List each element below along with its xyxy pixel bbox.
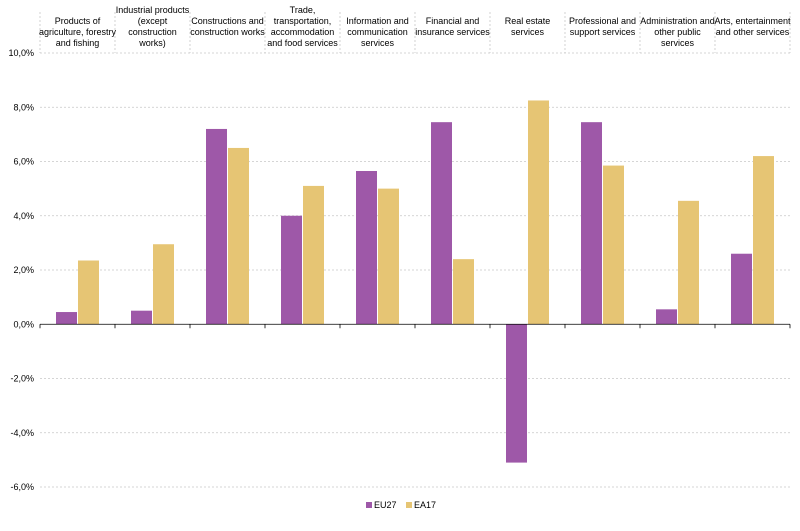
category-label-line: Financial and [426,16,480,26]
category-label-line: support services [570,27,636,37]
y-tick-label: 10,0% [8,48,34,58]
bar-ea17 [153,244,174,325]
category-label-line: Information and [346,16,409,26]
bar-ea17 [453,259,474,325]
category-label: Constructions and construction works [190,16,265,37]
legend: EU27 EA17 [366,500,436,510]
category-label-line: Products of [55,16,101,26]
bar-eu27 [431,122,452,325]
gridlines [39,12,791,488]
category-label-line: works) [138,38,166,48]
bar-ea17 [228,147,249,325]
category-label: Financial and insurance services [415,16,490,37]
bar-ea17 [603,165,624,325]
bar-eu27 [581,122,602,325]
category-label-line: construction works [190,27,265,37]
category-label: Industrial products (except construction wo… [116,5,190,48]
bar-ea17 [753,156,774,325]
y-tick-label: -4,0% [10,428,34,438]
category-label-line: services [661,38,695,48]
bar-ea17 [678,200,699,325]
y-tick-label: 0,0% [13,319,34,329]
category-label: Trade, transportation, accommodation and fo… [267,5,338,48]
category-label-line: Professional and [569,16,636,26]
category-label-line: services [361,38,395,48]
y-tick-label: 6,0% [13,157,34,167]
category-label-line: Arts, entertainment [714,16,791,26]
category-label-line: services [511,27,545,37]
legend-swatch-ea17 [406,502,412,508]
category-label-line: other public [654,27,701,37]
axes [39,323,791,329]
bar-eu27 [281,215,302,325]
bar-eu27 [56,312,77,325]
category-label-line: Administration and [640,16,715,26]
category-label: Information and communication services [346,16,409,48]
y-tick-label: -2,0% [10,374,34,384]
bar-eu27 [506,324,527,463]
bar-eu27 [656,309,677,325]
legend-swatch-eu27 [366,502,372,508]
category-labels: Products of agriculture, forestry and fish… [39,5,791,48]
category-label-line: Real estate [505,16,551,26]
bar-eu27 [731,253,752,325]
bar-ea17 [378,188,399,325]
category-label-line: transportation, [274,16,332,26]
y-tick-label: 2,0% [13,265,34,275]
bar-eu27 [131,310,152,325]
category-label-line: (except [138,16,168,26]
category-label-line: Trade, [290,5,316,15]
bar-ea17 [528,100,549,325]
category-label: Products of agriculture, forestry and fish… [39,16,117,48]
y-tick-label: 8,0% [13,102,34,112]
category-label-line: agriculture, forestry [39,27,117,37]
category-label-line: Constructions and [191,16,264,26]
bar-ea17 [78,260,99,325]
category-label-line: and food services [267,38,338,48]
category-label-line: construction [128,27,177,37]
category-label: Arts, entertainment and other services [714,16,791,37]
legend-label-eu27: EU27 [374,500,397,510]
category-label-line: Industrial products [116,5,190,15]
category-label: Administration and other public services [640,16,715,48]
bar-ea17 [303,185,324,325]
category-label-line: and other services [716,27,790,37]
category-label-line: accommodation [271,27,335,37]
y-tick-label: 4,0% [13,211,34,221]
category-label: Real estate services [505,16,551,37]
bar-eu27 [206,128,227,325]
bar-eu27 [356,170,377,325]
legend-label-ea17: EA17 [414,500,436,510]
y-tick-label: -6,0% [10,482,34,492]
bars [56,100,774,463]
y-axis-ticks: 10,0% 8,0% 6,0% 4,0% 2,0% 0,0% -2,0% -4,0% -6,0% [8,48,34,492]
category-label-line: communication [347,27,408,37]
category-label-line: and fishing [56,38,100,48]
category-label: Professional and support services [569,16,636,37]
category-label-line: insurance services [415,27,490,37]
